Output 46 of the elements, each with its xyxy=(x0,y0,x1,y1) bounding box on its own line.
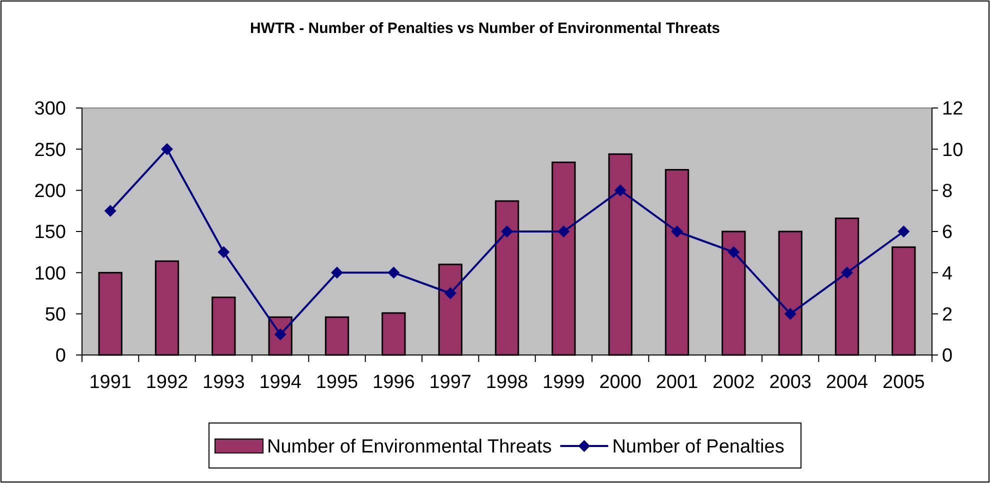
point xyxy=(218,246,230,258)
y-tick-label: 0 xyxy=(55,346,66,367)
x-tick-label: 1991 xyxy=(89,372,132,393)
y2-tick-label: 4 xyxy=(942,263,953,284)
x-tick-label: 2003 xyxy=(769,372,812,393)
point xyxy=(558,226,570,238)
x-tick-label: 1992 xyxy=(146,372,188,393)
x-tick-label: 1999 xyxy=(542,372,585,393)
x-tick-label: 1998 xyxy=(486,372,528,393)
y-tick-label: 200 xyxy=(34,180,66,202)
y-tick-label: 50 xyxy=(44,304,66,326)
point xyxy=(784,308,796,320)
y-tick-label: 150 xyxy=(34,222,66,244)
x-tick-label: 2001 xyxy=(656,372,698,393)
y2-tick-label: 8 xyxy=(942,180,953,202)
y2-tick-label: 2 xyxy=(942,304,953,326)
point xyxy=(444,287,456,300)
point xyxy=(331,266,343,279)
x-tick-label: 2000 xyxy=(599,372,642,393)
point xyxy=(501,226,513,238)
x-tick-label: 1996 xyxy=(372,372,415,393)
y2-tick-label: 10 xyxy=(942,140,964,161)
legend-label: Number of Penalties xyxy=(612,436,784,458)
x-tick-label: 2005 xyxy=(882,372,925,393)
y-tick-label: 250 xyxy=(34,140,66,161)
x-tick-label: 2002 xyxy=(712,372,755,393)
point xyxy=(161,143,173,156)
y2-tick-label: 0 xyxy=(942,346,953,367)
y-tick-label: 300 xyxy=(34,98,66,120)
y2-tick-label: 12 xyxy=(942,98,964,120)
point xyxy=(728,246,740,258)
y-tick-label: 100 xyxy=(34,263,66,284)
x-tick-label: 1994 xyxy=(259,372,302,393)
point xyxy=(104,204,116,217)
point xyxy=(614,184,626,196)
point xyxy=(671,226,683,238)
y2-tick-label: 6 xyxy=(942,222,953,244)
x-tick-label: 2004 xyxy=(826,372,869,393)
point xyxy=(841,266,853,279)
point xyxy=(898,226,910,238)
legend-label: Number of Environmental Threats xyxy=(267,436,552,458)
chart-title: HWTR - Number of Penalties vs Number of Environmental Threats xyxy=(250,20,720,37)
x-tick-label: 1995 xyxy=(316,372,358,393)
point xyxy=(388,266,400,279)
x-tick-label: 1997 xyxy=(429,372,472,393)
x-tick-label: 1993 xyxy=(202,372,245,393)
